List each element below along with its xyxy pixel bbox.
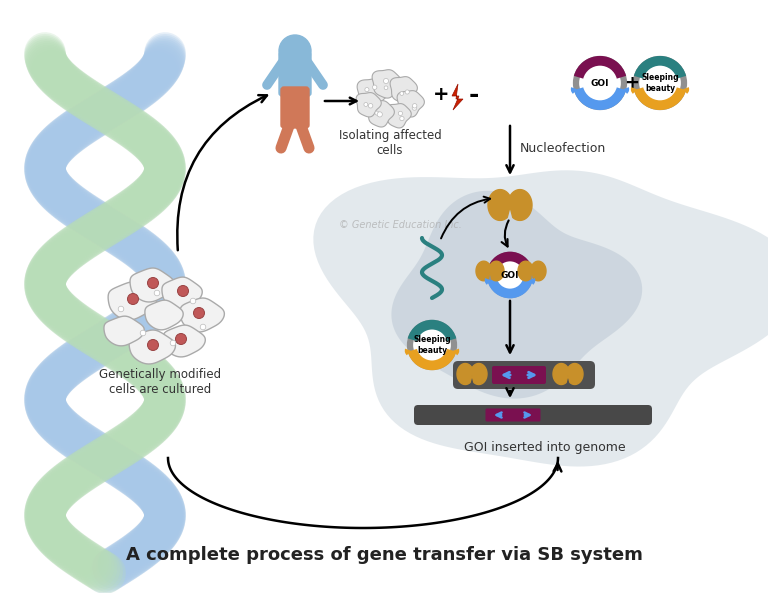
Polygon shape [518, 261, 533, 281]
Wedge shape [453, 349, 459, 355]
Circle shape [190, 298, 196, 304]
Polygon shape [392, 191, 642, 398]
Wedge shape [571, 87, 577, 94]
Text: Sleeping
beauty: Sleeping beauty [641, 74, 679, 93]
Polygon shape [508, 190, 532, 221]
Polygon shape [476, 261, 491, 281]
Polygon shape [367, 101, 395, 127]
FancyBboxPatch shape [453, 361, 595, 389]
Circle shape [176, 333, 187, 345]
Circle shape [365, 88, 369, 92]
Polygon shape [180, 298, 224, 332]
Text: GOI inserted into genome: GOI inserted into genome [464, 441, 626, 454]
Wedge shape [529, 278, 535, 285]
Polygon shape [386, 104, 412, 128]
Circle shape [194, 308, 204, 318]
Polygon shape [397, 91, 425, 117]
Circle shape [141, 330, 146, 336]
Circle shape [369, 104, 372, 108]
Polygon shape [471, 364, 487, 384]
Circle shape [406, 90, 409, 94]
Polygon shape [372, 70, 402, 98]
Polygon shape [452, 84, 463, 110]
Circle shape [412, 106, 417, 110]
Circle shape [384, 86, 388, 90]
Circle shape [154, 290, 160, 296]
Circle shape [400, 92, 404, 95]
Circle shape [177, 285, 188, 296]
Circle shape [375, 111, 379, 115]
Polygon shape [163, 325, 205, 357]
Circle shape [127, 294, 138, 304]
Text: +: + [432, 85, 449, 104]
FancyBboxPatch shape [492, 366, 546, 384]
Circle shape [147, 340, 158, 350]
Polygon shape [357, 79, 389, 109]
Circle shape [147, 278, 158, 289]
Wedge shape [623, 87, 629, 94]
Text: Genetically modified
cells are cultured: Genetically modified cells are cultured [99, 368, 221, 396]
Text: GOI: GOI [591, 78, 609, 88]
Polygon shape [356, 93, 381, 117]
Wedge shape [684, 87, 689, 94]
Circle shape [490, 255, 530, 295]
Text: GOI: GOI [501, 270, 519, 279]
Polygon shape [567, 364, 583, 384]
Wedge shape [405, 349, 411, 355]
Circle shape [170, 340, 176, 346]
FancyBboxPatch shape [279, 52, 311, 96]
Circle shape [372, 85, 377, 90]
Circle shape [383, 78, 389, 84]
Polygon shape [145, 300, 184, 330]
Polygon shape [390, 76, 417, 103]
Polygon shape [108, 282, 157, 320]
Circle shape [410, 323, 454, 367]
Circle shape [412, 104, 417, 108]
Text: Isolating affected
cells: Isolating affected cells [339, 129, 442, 157]
Text: +: + [624, 74, 640, 92]
Circle shape [377, 112, 382, 117]
Circle shape [118, 306, 124, 312]
Circle shape [200, 324, 206, 330]
Text: Sleeping
beauty: Sleeping beauty [413, 335, 451, 355]
FancyBboxPatch shape [485, 409, 541, 422]
Polygon shape [488, 190, 511, 221]
Polygon shape [457, 364, 473, 384]
Text: -: - [468, 83, 479, 107]
Circle shape [400, 116, 404, 121]
Polygon shape [531, 261, 546, 281]
Wedge shape [631, 87, 637, 94]
Text: © Genetic Education Inc.: © Genetic Education Inc. [339, 220, 462, 230]
Circle shape [399, 111, 402, 116]
Wedge shape [485, 278, 491, 285]
Circle shape [636, 59, 684, 107]
FancyBboxPatch shape [414, 405, 652, 425]
FancyBboxPatch shape [281, 87, 309, 128]
Circle shape [279, 35, 311, 67]
Polygon shape [104, 316, 144, 346]
Polygon shape [313, 170, 768, 467]
Polygon shape [130, 268, 174, 302]
Polygon shape [162, 277, 202, 309]
Circle shape [364, 103, 368, 106]
Polygon shape [489, 261, 504, 281]
Text: Nucleofection: Nucleofection [520, 142, 606, 155]
Polygon shape [553, 364, 569, 384]
Circle shape [576, 59, 624, 107]
Text: A complete process of gene transfer via SB system: A complete process of gene transfer via … [125, 546, 643, 564]
Polygon shape [129, 330, 175, 364]
